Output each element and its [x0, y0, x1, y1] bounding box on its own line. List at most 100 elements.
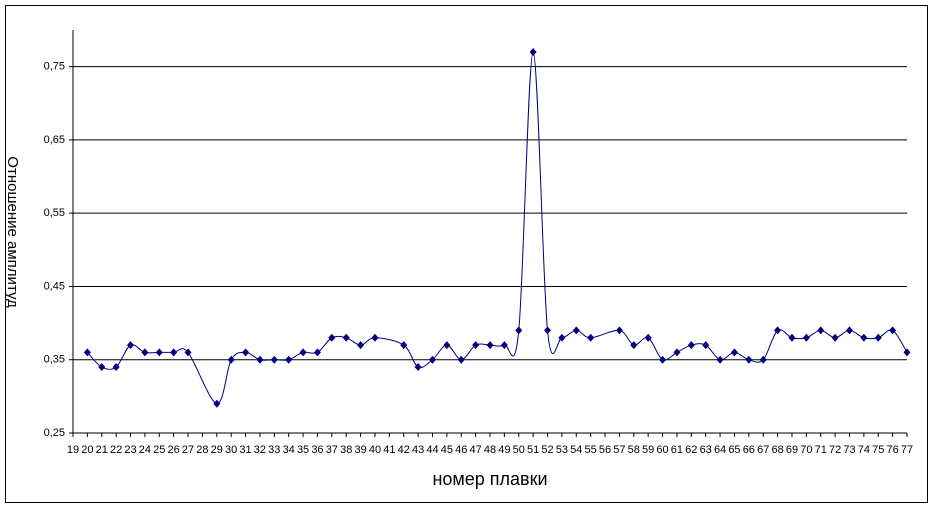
x-tick-label: 24 — [139, 444, 151, 456]
x-tick-label: 42 — [398, 444, 410, 456]
x-tick-label: 32 — [254, 444, 266, 456]
x-tick-label: 75 — [872, 444, 884, 456]
x-tick-label: 47 — [469, 444, 481, 456]
data-point — [845, 326, 853, 335]
x-tick-label: 76 — [886, 444, 898, 456]
data-point — [874, 333, 882, 342]
data-point — [673, 348, 681, 357]
x-tick-label: 31 — [239, 444, 251, 456]
data-point — [112, 363, 120, 372]
data-point — [630, 341, 638, 350]
x-tick-label: 57 — [613, 444, 625, 456]
data-point — [687, 341, 695, 350]
y-tick-label: 0,45 — [44, 280, 65, 292]
x-tick-label: 36 — [311, 444, 323, 456]
x-tick-label: 59 — [642, 444, 654, 456]
y-tick-label: 0,35 — [44, 354, 65, 366]
x-tick-label: 66 — [743, 444, 755, 456]
data-point — [256, 355, 264, 364]
data-point — [342, 333, 350, 342]
x-tick-label: 40 — [369, 444, 381, 456]
x-axis-label: номер плавки — [432, 469, 547, 489]
data-point — [357, 341, 365, 350]
data-point — [572, 326, 580, 335]
x-tick-label: 25 — [153, 444, 165, 456]
data-point — [903, 348, 911, 357]
data-point — [759, 355, 767, 364]
data-point — [184, 348, 192, 357]
x-tick-label: 50 — [513, 444, 525, 456]
data-point — [170, 348, 178, 357]
x-tick-label: 26 — [168, 444, 180, 456]
data-point — [98, 363, 106, 372]
y-tick-label: 0,55 — [44, 207, 65, 219]
chart-frame — [5, 5, 928, 503]
data-point — [615, 326, 623, 335]
x-tick-label: 73 — [843, 444, 855, 456]
x-tick-label: 60 — [656, 444, 668, 456]
data-point — [515, 326, 523, 335]
x-tick-label: 64 — [714, 444, 726, 456]
x-tick-label: 41 — [383, 444, 395, 456]
x-tick-label: 72 — [829, 444, 841, 456]
data-point — [500, 341, 508, 350]
data-point — [457, 355, 465, 364]
x-tick-label: 52 — [541, 444, 553, 456]
x-tick-label: 74 — [858, 444, 870, 456]
x-tick-label: 71 — [815, 444, 827, 456]
x-tick-label: 63 — [700, 444, 712, 456]
data-point — [443, 341, 451, 350]
data-point — [285, 355, 293, 364]
x-tick-label: 65 — [728, 444, 740, 456]
x-tick-label: 62 — [685, 444, 697, 456]
x-tick-label: 46 — [455, 444, 467, 456]
data-point — [702, 341, 710, 350]
x-tick-label: 28 — [196, 444, 208, 456]
x-tick-label: 67 — [757, 444, 769, 456]
data-point — [414, 363, 422, 372]
data-line — [87, 51, 908, 405]
data-point — [831, 333, 839, 342]
x-tick-label: 56 — [599, 444, 611, 456]
data-point — [730, 348, 738, 357]
data-point — [83, 348, 91, 357]
data-point — [242, 348, 250, 357]
x-tick-label: 77 — [901, 444, 913, 456]
data-point — [155, 348, 163, 357]
x-tick-label: 38 — [340, 444, 352, 456]
x-tick-label: 55 — [585, 444, 597, 456]
data-point — [127, 341, 135, 350]
data-point — [889, 326, 897, 335]
data-point — [802, 333, 810, 342]
x-tick-label: 48 — [484, 444, 496, 456]
x-tick-label: 69 — [786, 444, 798, 456]
x-tick-label: 19 — [67, 444, 79, 456]
y-tick-label: 0,75 — [44, 61, 65, 73]
data-point — [313, 348, 321, 357]
data-point — [817, 326, 825, 335]
x-tick-label: 58 — [628, 444, 640, 456]
data-point — [788, 333, 796, 342]
x-tick-label: 23 — [124, 444, 136, 456]
x-tick-label: 43 — [412, 444, 424, 456]
x-tick-label: 39 — [354, 444, 366, 456]
data-point — [774, 326, 782, 335]
x-tick-label: 54 — [570, 444, 582, 456]
x-tick-label: 33 — [268, 444, 280, 456]
x-tick-label: 37 — [326, 444, 338, 456]
y-tick-label: 0,65 — [44, 134, 65, 146]
data-point — [213, 399, 221, 408]
data-point — [644, 333, 652, 342]
data-point — [472, 341, 480, 350]
data-point — [328, 333, 336, 342]
x-tick-label: 27 — [182, 444, 194, 456]
x-tick-label: 53 — [556, 444, 568, 456]
data-point — [270, 355, 278, 364]
data-point — [745, 355, 753, 364]
x-tick-label: 70 — [800, 444, 812, 456]
data-point — [860, 333, 868, 342]
data-point — [486, 341, 494, 350]
data-point — [400, 341, 408, 350]
